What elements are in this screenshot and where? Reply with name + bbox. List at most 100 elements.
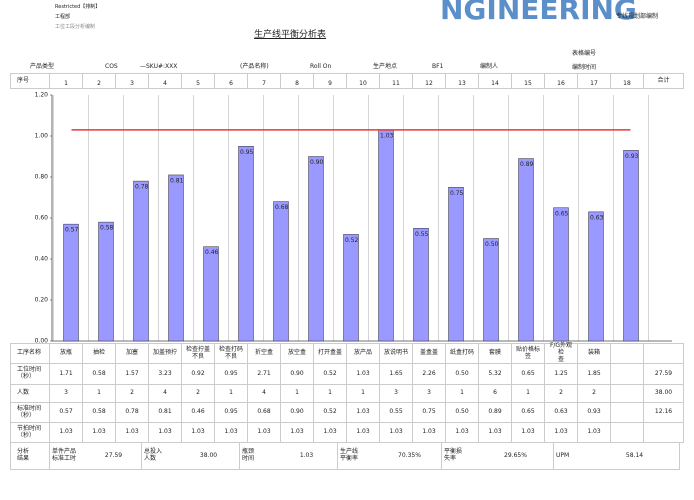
- bar: [168, 174, 184, 342]
- seq-number: 15: [512, 73, 545, 89]
- value-label: 0.95: [240, 149, 254, 156]
- value-label: 0.58: [100, 225, 114, 232]
- value-label: 0.55: [415, 231, 429, 238]
- bar: [623, 150, 639, 342]
- table-cell: 0.63: [545, 403, 578, 423]
- seq-number: 6: [215, 73, 248, 89]
- table-cell: 0.90: [281, 364, 314, 385]
- value-label: 0.68: [275, 204, 289, 211]
- table-cell: 1.03: [248, 423, 281, 443]
- empty-cell: [611, 364, 644, 385]
- bar: [133, 180, 149, 342]
- value-label: 0.81: [170, 177, 184, 184]
- table-cell: 1.25: [545, 364, 578, 385]
- brand: NGINEERING: [440, 0, 637, 26]
- table-cell: 2.26: [413, 364, 446, 385]
- table-cell: 0.55: [380, 403, 413, 423]
- analysis-item-label: 平衡损 失率: [442, 443, 478, 470]
- table-cell: 1.71: [50, 364, 83, 385]
- table-cell: 1.03: [50, 423, 83, 443]
- table-cell: 1.03: [578, 423, 611, 443]
- table-cell: 1: [83, 385, 116, 403]
- row-label: 工序名称: [10, 343, 50, 364]
- table-cell: 0.52: [314, 403, 347, 423]
- table-cell: 2.71: [248, 364, 281, 385]
- seq-number: 17: [578, 73, 611, 89]
- empty-cell: [611, 343, 644, 364]
- value-label: 0.90: [310, 159, 324, 166]
- table-cell: 0.65: [512, 364, 545, 385]
- table-cell: 1: [347, 385, 380, 403]
- row-label: 节拍时间 （秒）: [10, 423, 50, 443]
- brand-note: 专线规划部编制: [616, 13, 659, 20]
- table-cell: 0.65: [512, 403, 545, 423]
- info-text: 编制人: [480, 63, 499, 70]
- info-text: Roll On: [310, 63, 332, 70]
- row-total: 27.59: [644, 364, 684, 385]
- form-no: 表格编号: [572, 50, 597, 57]
- table-cell: 1.03: [116, 423, 149, 443]
- table-cell: 0.95: [215, 364, 248, 385]
- table-cell: 1.03: [545, 423, 578, 443]
- bar: [553, 207, 569, 342]
- info-text: —SKU#:XXX: [140, 63, 178, 70]
- table-cell: 1.03: [149, 423, 182, 443]
- table-cell: 4: [248, 385, 281, 403]
- table-cell: 0.93: [578, 403, 611, 423]
- analysis-item-label: 瓶颈 时间: [240, 443, 276, 470]
- value-label: 0.93: [625, 153, 639, 160]
- table-cell: 2: [545, 385, 578, 403]
- row-total: 38.00: [644, 385, 684, 403]
- info-text: COS: [105, 63, 118, 70]
- value-label: 0.78: [135, 184, 149, 191]
- bar: [483, 238, 499, 342]
- seq-number: 5: [182, 73, 215, 89]
- table-cell: 2: [578, 385, 611, 403]
- bar: [518, 158, 534, 342]
- table-cell: 0.50: [446, 364, 479, 385]
- x-tick-label: 贴价格标 签: [512, 343, 545, 364]
- x-tick-label: 套膜: [479, 343, 512, 364]
- table-cell: 0.90: [281, 403, 314, 423]
- table-cell: 3: [380, 385, 413, 403]
- table-cell: 3: [50, 385, 83, 403]
- value-label: 0.63: [590, 214, 604, 221]
- date: 编制时间: [572, 64, 597, 71]
- table-cell: 1.03: [347, 364, 380, 385]
- table-cell: 1.03: [413, 423, 446, 443]
- table-cell: 1.03: [347, 423, 380, 443]
- y-tick-label: 0.40: [35, 256, 49, 263]
- table-cell: 6: [479, 385, 512, 403]
- table-cell: 0.75: [413, 403, 446, 423]
- y-tick-label: 0.20: [35, 297, 49, 304]
- table-cell: 0.52: [314, 364, 347, 385]
- seq-number: 11: [380, 73, 413, 89]
- info-text: 产品类型: [30, 63, 55, 70]
- x-tick-label: 放产品: [347, 343, 380, 364]
- value-label: 0.75: [450, 190, 464, 197]
- table-cell: 0.81: [149, 403, 182, 423]
- info-text: (产品名称): [240, 63, 269, 70]
- restricted: Restricted【排制】: [55, 4, 101, 10]
- table-cell: 1.57: [116, 364, 149, 385]
- table-cell: 2: [182, 385, 215, 403]
- seq-number: 7: [248, 73, 281, 89]
- y-tick-label: 1.00: [35, 133, 49, 140]
- seq-number: 4: [149, 73, 182, 89]
- seq-number: 10: [347, 73, 380, 89]
- x-tick-label: 折空盒: [248, 343, 281, 364]
- note: 工位工段分析编制: [55, 24, 96, 30]
- analysis-item-value: 58.14: [590, 443, 680, 470]
- seq-number: 8: [281, 73, 314, 89]
- empty-cell: [611, 423, 644, 443]
- analysis-item-value: 38.00: [178, 443, 240, 470]
- info-text: BF1: [432, 63, 444, 70]
- seq-total: 合计: [644, 73, 684, 89]
- value-label: 0.89: [520, 161, 534, 168]
- seq-number: 18: [611, 73, 644, 89]
- seq-number: 3: [116, 73, 149, 89]
- row-label: 工位时间 （秒）: [10, 364, 50, 385]
- bar: [203, 246, 219, 342]
- value-label: 0.52: [345, 237, 359, 244]
- bar: [273, 201, 289, 342]
